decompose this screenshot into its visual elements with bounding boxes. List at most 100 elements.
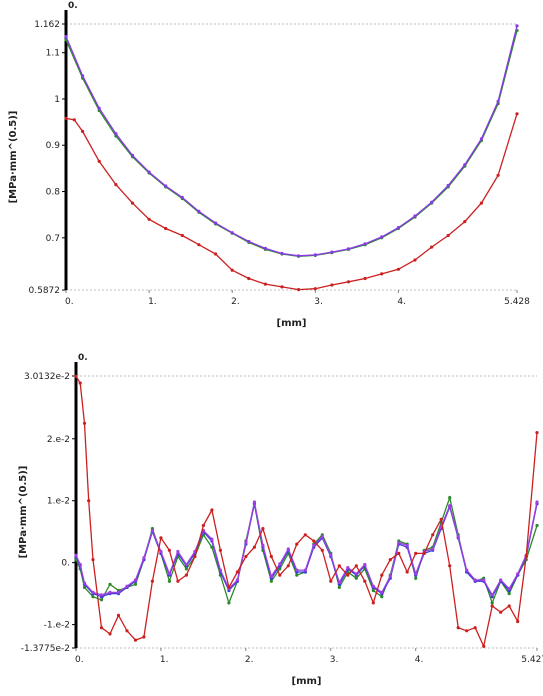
- chart-1-series-2-point: [363, 242, 367, 246]
- chart-2-series-4-point: [78, 381, 82, 385]
- chart-1-series-2-point: [297, 254, 301, 258]
- chart-1-series-3-point: [313, 287, 317, 291]
- chart-2-series-4-point: [218, 548, 222, 552]
- chart-2-series-4-point: [431, 533, 435, 537]
- chart-2-series-4-point: [99, 626, 104, 630]
- chart-2-series-3-point: [507, 587, 511, 591]
- chart-2-x-tick-label: 4.: [415, 655, 424, 665]
- chart-1-series-2-point: [263, 246, 267, 250]
- chart-2-series-3-point: [414, 572, 418, 576]
- chart-1-series-2-point: [97, 106, 101, 110]
- chart-2-series-1-point: [414, 576, 418, 580]
- chart-2-series-3-line: [75, 501, 538, 597]
- chart-2-series-4-point: [278, 573, 282, 577]
- chart-1-origin-label: 0.: [68, 1, 78, 11]
- chart-1-series-3-point: [147, 217, 151, 221]
- chart-1-y-tick-label: 1: [54, 95, 60, 105]
- chart-1-series-2-point: [214, 221, 218, 225]
- chart-2-y-tick-label: -1.e-2: [44, 621, 70, 631]
- chart-2-series-4-point: [507, 604, 511, 608]
- chart-2-series-4-point: [108, 632, 112, 636]
- chart-2-series-1-point: [210, 545, 214, 549]
- chart-2-series-4-point: [448, 564, 452, 568]
- chart-2-series-3-point: [91, 590, 95, 594]
- chart-2-series-3-point: [337, 580, 341, 585]
- chart-2-series-4-point: [82, 421, 87, 425]
- chart-1-series-2-point: [446, 183, 450, 188]
- chart-2-x-tick-label: 5.4277: [521, 655, 543, 665]
- chart-2-series-1-point: [91, 595, 95, 599]
- chart-2-series-1-point: [337, 585, 341, 589]
- chart-2-series-1-point: [167, 579, 171, 583]
- chart-1-y-tick-label: 0.7: [46, 234, 60, 244]
- chart-2-origin-label: 0.: [78, 353, 88, 363]
- chart-2-series-3-point: [218, 568, 222, 572]
- chart-2-y-tick-label: 3.0132e-2: [24, 372, 70, 382]
- chart-1-series-2-point: [114, 132, 118, 136]
- chart-2-series-3-point: [252, 500, 256, 504]
- chart-2-series-4-point: [133, 638, 138, 642]
- chart-2-series-4-point: [159, 536, 163, 540]
- chart-2-y-tick-label: 1.e-2: [47, 497, 70, 507]
- chart-1-series-3-point: [297, 288, 301, 292]
- chart-1-series-2-point: [479, 137, 483, 141]
- chart-2-series-4-point: [516, 619, 520, 624]
- chart-1-series-3-point: [380, 272, 384, 276]
- chart-2-series-4-point: [252, 545, 256, 549]
- chart-2-series-3-point: [448, 504, 452, 508]
- chart-2-series-4-point: [337, 564, 341, 568]
- chart-2-series-1-point: [507, 592, 511, 596]
- chart-2-series-1-point: [535, 523, 539, 528]
- chart-2-series-1-point: [295, 573, 299, 577]
- chart-1-series-2-point: [380, 235, 384, 239]
- chart-2-series-4-point: [261, 527, 265, 531]
- chart-2-series-4-point: [201, 523, 205, 528]
- chart-2-series-3-point: [133, 578, 138, 582]
- chart-1-series-2-point: [164, 184, 168, 188]
- chart-2-series-3-point: [210, 537, 214, 541]
- chart-1-series-3-point: [197, 243, 201, 247]
- chart-2-series-4-point: [439, 517, 443, 521]
- chart-2-series-3-point: [108, 590, 112, 594]
- chart-1-x-axis-label: [mm]: [277, 318, 307, 329]
- chart-2-series-4-line: [75, 375, 538, 649]
- chart-1-series-3-point: [230, 268, 234, 272]
- chart-1-series-2-point: [230, 231, 234, 235]
- chart-1-series-2-point: [81, 74, 85, 78]
- chart-2-series-4-point: [363, 579, 367, 583]
- chart-2-series-4-point: [465, 629, 469, 633]
- chart-2-series-4-point: [193, 554, 197, 559]
- chart-2-series-4-point: [380, 573, 384, 577]
- chart-1-series-2-point: [247, 239, 251, 244]
- chart-1-series-3-point: [346, 280, 351, 284]
- chart-2-x-tick-label: 2.: [245, 655, 254, 665]
- chart-2-series-1-point: [490, 601, 494, 605]
- chart-1-series-3-point: [72, 118, 76, 122]
- chart-2-series-1-point: [371, 588, 375, 593]
- chart-2-series-3-point: [388, 574, 392, 578]
- chart-1-y-tick-label: 0.8: [46, 188, 61, 198]
- chart-2-series-4-point: [312, 539, 316, 543]
- chart-2-series-4-point: [295, 542, 299, 546]
- chart-2-series-4-point: [303, 533, 307, 537]
- chart-1-series-3-point: [515, 112, 519, 116]
- chart-1-series-2-point: [64, 34, 68, 39]
- chart-2-y-axis-label: [MPa·mm^(0.5)]: [18, 466, 29, 559]
- chart-2-series-3-point: [456, 535, 460, 539]
- chart-2-x-axis-label: [mm]: [292, 676, 322, 687]
- chart-2-series-3-point: [329, 553, 333, 557]
- chart-1-y-tick-label: 0.5872: [29, 286, 61, 296]
- chart-2-series-4-point: [227, 585, 231, 589]
- chart-1-series-2-point: [463, 163, 467, 167]
- chart-1-series-2-point: [430, 200, 434, 204]
- chart-2-series-1-point: [99, 598, 104, 602]
- chart-1-series-3-point: [97, 159, 101, 163]
- chart-2-series-4-point: [414, 551, 418, 555]
- chart-1-series-2-point: [313, 253, 317, 257]
- chart-1-series-3-point: [263, 282, 267, 286]
- chart-2-series-4-point: [150, 579, 154, 583]
- chart-2-series-4-point: [320, 548, 324, 552]
- chart-2-series-3-point: [78, 562, 82, 567]
- chart-1-series-3-point: [280, 285, 284, 289]
